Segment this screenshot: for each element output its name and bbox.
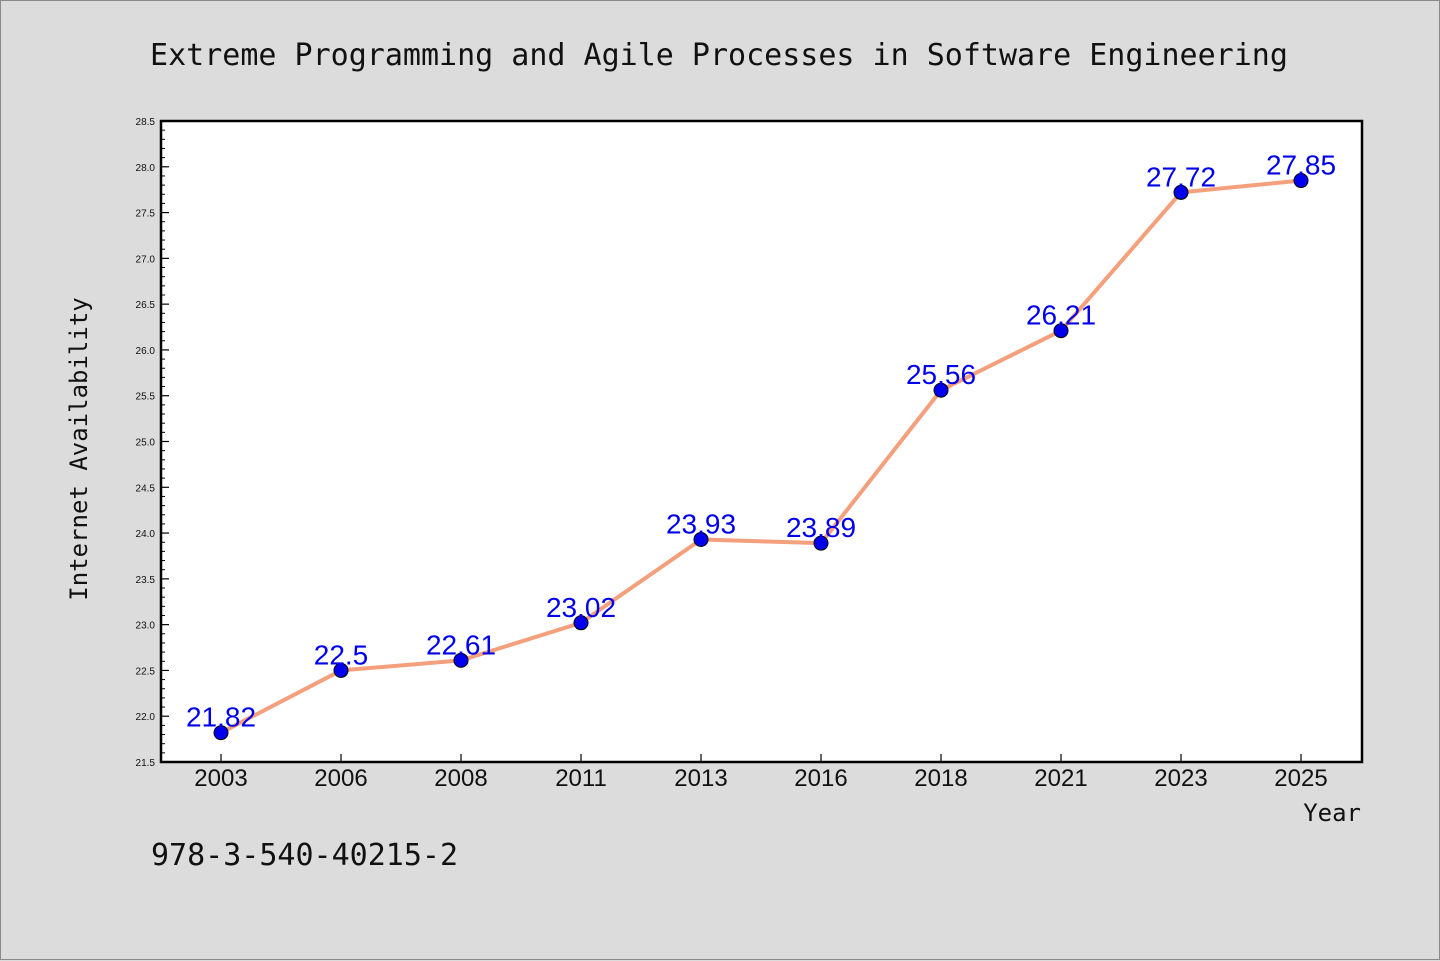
y-axis-label: Internet Availability	[65, 297, 93, 600]
data-point	[333, 662, 349, 678]
y-tick-label: 23.5	[136, 575, 156, 586]
data-point	[693, 531, 709, 547]
data-point	[1053, 323, 1069, 339]
y-tick-label: 22.0	[136, 712, 156, 723]
y-tick-label: 24.0	[136, 529, 156, 540]
data-point	[1173, 184, 1189, 200]
y-tick-label: 27.5	[136, 209, 156, 220]
x-tick-label: 2011	[555, 765, 607, 792]
y-tick-label: 27.0	[136, 254, 156, 265]
data-label: 25.56	[906, 359, 976, 390]
data-label: 23.02	[546, 592, 616, 623]
data-point	[573, 615, 589, 631]
y-tick-label: 25.5	[136, 392, 156, 403]
chart-title: Extreme Programming and Agile Processes …	[150, 38, 1288, 73]
y-tick-label: 28.0	[136, 163, 156, 174]
y-tick-label: 24.5	[136, 483, 156, 494]
y-tick-label: 22.5	[136, 666, 156, 677]
data-label: 23.89	[786, 512, 856, 543]
x-tick-label: 2006	[314, 765, 367, 792]
x-tick-label: 2003	[194, 765, 247, 792]
x-tick-label: 2008	[434, 765, 487, 792]
data-point	[453, 652, 469, 668]
x-tick-label: 2018	[914, 765, 967, 792]
series-line	[220, 178, 1302, 735]
x-tick-label: 2023	[1154, 765, 1207, 792]
x-tick-label: 2016	[794, 765, 847, 792]
data-label: 22.61	[426, 629, 496, 660]
data-point	[213, 725, 229, 741]
y-tick-label: 21.5	[136, 758, 156, 769]
y-tick-label: 28.5	[136, 117, 156, 128]
x-axis: 2003 2006 2008 2011 2013 2016 2018 2021 2023 2025	[194, 754, 1328, 792]
data-point	[813, 535, 829, 551]
data-point	[1293, 173, 1309, 189]
x-tick-label: 2021	[1034, 765, 1087, 792]
x-tick-label: 2025	[1274, 765, 1327, 792]
data-label: 27.85	[1266, 150, 1336, 181]
x-tick-label: 2013	[674, 765, 727, 792]
y-tick-label: 23.0	[136, 621, 156, 632]
data-label: 22.5	[314, 639, 369, 670]
footer-isbn: 978-3-540-40215-2	[151, 838, 458, 873]
plot-area	[159, 119, 1364, 764]
data-label: 21.82	[186, 702, 256, 733]
y-tick-label: 25.0	[136, 438, 156, 449]
x-axis-label: Year	[1303, 799, 1361, 827]
data-point	[933, 382, 949, 398]
series-layer: 21.82 22.5 22.61 23.02 23.93 23.89 25.56 26.21 2…	[186, 150, 1336, 741]
data-label: 27.72	[1146, 161, 1216, 192]
y-axis: 21.5 22.0 22.5 23.0 23.5 24.0 24.5 25.0 25.5 26.0…	[136, 117, 169, 769]
data-label: 26.21	[1026, 300, 1096, 331]
y-tick-label: 26.5	[136, 300, 156, 311]
data-label: 23.93	[666, 508, 736, 539]
y-tick-label: 26.0	[136, 346, 156, 357]
